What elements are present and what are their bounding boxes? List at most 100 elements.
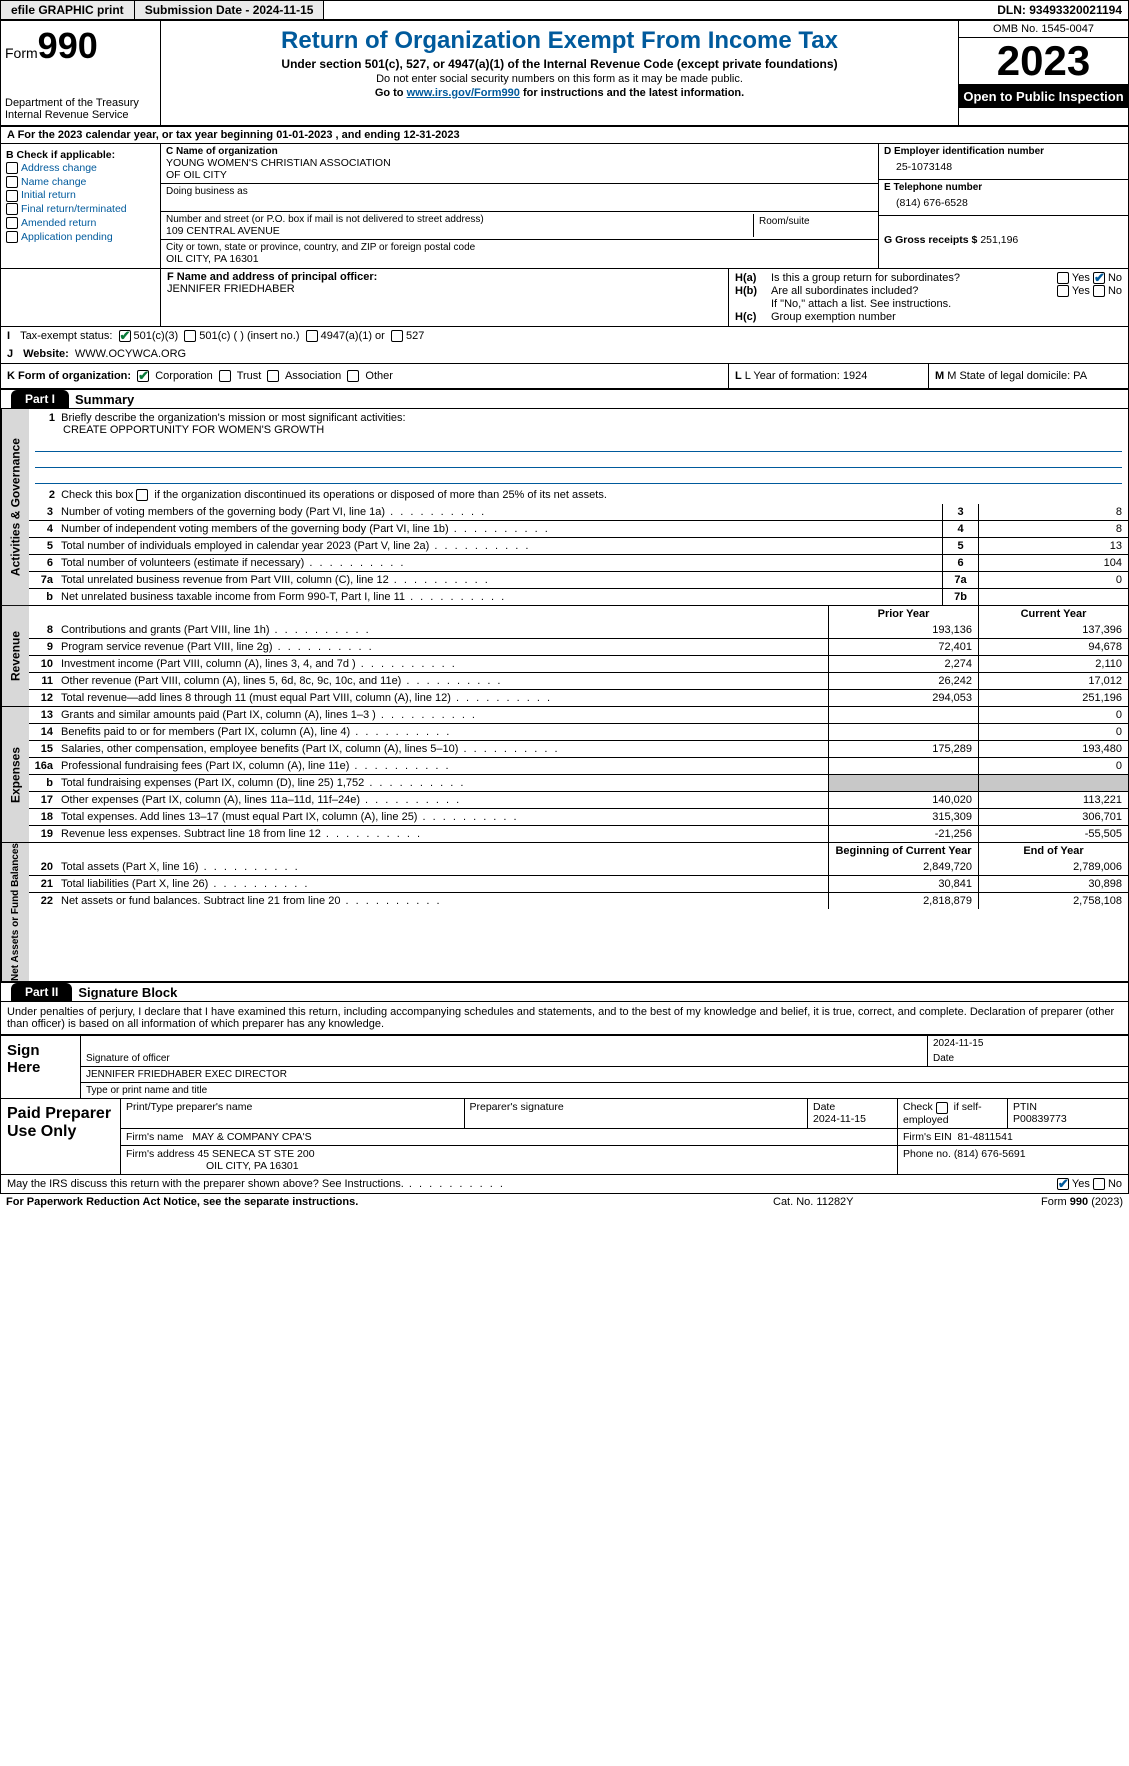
j-label: J xyxy=(7,348,13,360)
open-inspection: Open to Public Inspection xyxy=(959,84,1128,108)
line-num: 8 xyxy=(29,622,57,638)
ein-label: D Employer identification number xyxy=(884,146,1123,157)
ha-text: Is this a group return for subordinates? xyxy=(771,272,1057,284)
q1: Briefly describe the organization's miss… xyxy=(61,412,405,424)
org-name-1: YOUNG WOMEN'S CHRISTIAN ASSOCIATION xyxy=(166,157,873,169)
part2-title: Signature Block xyxy=(72,985,177,1000)
rev-line: 8 Contributions and grants (Part VIII, l… xyxy=(29,622,1128,638)
row-m: M M State of legal domicile: PA xyxy=(928,364,1128,388)
cb-assoc[interactable] xyxy=(267,370,279,382)
phone-label: E Telephone number xyxy=(884,182,1123,193)
form-number: Form990 xyxy=(5,25,156,67)
cb-address-change[interactable]: Address change xyxy=(6,162,155,174)
cb-4947[interactable] xyxy=(306,330,318,342)
line-val: 104 xyxy=(978,555,1128,571)
line-num: 17 xyxy=(29,792,57,808)
i-label: I xyxy=(7,330,10,342)
form-num: 990 xyxy=(38,25,98,66)
line-desc: Revenue less expenses. Subtract line 18 … xyxy=(57,826,828,842)
line-py: 294,053 xyxy=(828,690,978,706)
rev-line: 10 Investment income (Part VIII, column … xyxy=(29,655,1128,672)
cb-initial-return[interactable]: Initial return xyxy=(6,189,155,201)
q2: if the organization discontinued its ope… xyxy=(154,489,607,501)
line-num: 19 xyxy=(29,826,57,842)
website-label: Website: xyxy=(23,348,69,360)
line-num: b xyxy=(29,775,57,791)
form-header: Form990 Department of the Treasury Inter… xyxy=(0,21,1129,127)
line-desc: Other revenue (Part VIII, column (A), li… xyxy=(57,673,828,689)
gov-lines: 3 Number of voting members of the govern… xyxy=(29,504,1128,605)
cb-501c3[interactable] xyxy=(119,330,131,342)
line-py: 72,401 xyxy=(828,639,978,655)
line-py xyxy=(828,758,978,774)
line-box: 4 xyxy=(942,521,978,537)
mission-block: 1 Briefly describe the organization's mi… xyxy=(29,409,1128,484)
cb-self-employed[interactable] xyxy=(936,1102,948,1114)
discuss-yn[interactable]: Yes No xyxy=(1057,1178,1122,1190)
cb-corp[interactable] xyxy=(137,370,149,382)
sig-type-row: Type or print name and title xyxy=(81,1083,1128,1098)
irs-link[interactable]: www.irs.gov/Form990 xyxy=(407,87,520,99)
gross-value: 251,196 xyxy=(980,234,1018,246)
line-cy: 2,758,108 xyxy=(978,893,1128,909)
line-desc: Professional fundraising fees (Part IX, … xyxy=(57,758,828,774)
line-num: b xyxy=(29,589,57,605)
line-desc: Benefits paid to or for members (Part IX… xyxy=(57,724,828,740)
line-num: 6 xyxy=(29,555,57,571)
net-header-desc xyxy=(57,843,828,859)
exp-line: 15 Salaries, other compensation, employe… xyxy=(29,740,1128,757)
ha-yn[interactable]: Yes No xyxy=(1057,272,1122,284)
rev-header-desc xyxy=(57,606,828,622)
vtab-revenue: Revenue xyxy=(1,606,29,706)
efile-button[interactable]: efile GRAPHIC print xyxy=(1,1,135,19)
line-val: 8 xyxy=(978,504,1128,520)
part2-header: Part II Signature Block xyxy=(0,983,1129,1002)
goto-post: for instructions and the latest informat… xyxy=(520,87,744,99)
phone-cell: E Telephone number (814) 676-6528 xyxy=(879,180,1128,216)
cb-other[interactable] xyxy=(347,370,359,382)
gross-receipts-cell: G Gross receipts $ 251,196 xyxy=(879,216,1128,248)
opt-trust: Trust xyxy=(237,370,262,382)
gov-line: 6 Total number of volunteers (estimate i… xyxy=(29,554,1128,571)
prep-label: Paid Preparer Use Only xyxy=(1,1099,121,1173)
org-name-2: OF OIL CITY xyxy=(166,169,873,181)
cb-501c[interactable] xyxy=(184,330,196,342)
cb-discontinued[interactable] xyxy=(136,489,148,501)
sign-label: Sign Here xyxy=(1,1036,81,1098)
form-prefix: Form xyxy=(5,45,38,61)
cb-final-return[interactable]: Final return/terminated xyxy=(6,203,155,215)
line-cy: 2,110 xyxy=(978,656,1128,672)
net-line: 20 Total assets (Part X, line 16) 2,849,… xyxy=(29,859,1128,875)
sig-officer-label: Signature of officer xyxy=(81,1051,928,1066)
sig-name-row: JENNIFER FRIEDHABER EXEC DIRECTOR xyxy=(81,1067,1128,1083)
hb-tag: H(b) xyxy=(735,285,771,297)
cb-trust[interactable] xyxy=(219,370,231,382)
row-i: I Tax-exempt status: 501(c)(3) 501(c) ( … xyxy=(0,327,1129,345)
cb-527[interactable] xyxy=(391,330,403,342)
sign-body: 2024-11-15 Signature of officer Date JEN… xyxy=(81,1036,1128,1098)
line-py: 30,841 xyxy=(828,876,978,892)
uline xyxy=(35,470,1122,484)
address-cell: Number and street (or P.O. box if mail i… xyxy=(161,212,878,240)
net-line: 22 Net assets or fund balances. Subtract… xyxy=(29,892,1128,909)
cb-name-change[interactable]: Name change xyxy=(6,176,155,188)
line-desc: Number of independent voting members of … xyxy=(57,521,942,537)
line-py: 140,020 xyxy=(828,792,978,808)
line-num: 13 xyxy=(29,707,57,723)
line-py: 2,274 xyxy=(828,656,978,672)
principal-officer: F Name and address of principal officer:… xyxy=(161,269,728,326)
col-c: C Name of organization YOUNG WOMEN'S CHR… xyxy=(161,144,878,268)
line-py: -21,256 xyxy=(828,826,978,842)
hb-note: If "No," attach a list. See instructions… xyxy=(735,298,1122,310)
gross-label: G Gross receipts $ xyxy=(884,234,977,246)
rev-line: 9 Program service revenue (Part VIII, li… xyxy=(29,638,1128,655)
city-cell: City or town, state or province, country… xyxy=(161,240,878,268)
firm-ein: Firm's EIN 81-4811541 xyxy=(898,1129,1128,1145)
cb-application-pending[interactable]: Application pending xyxy=(6,231,155,243)
hb-yn[interactable]: Yes No xyxy=(1057,285,1122,297)
line-box: 5 xyxy=(942,538,978,554)
line-cy: 30,898 xyxy=(978,876,1128,892)
h-c: H(c) Group exemption number xyxy=(735,311,1122,323)
q2-block: 2 Check this box if the organization dis… xyxy=(29,486,1128,504)
cb-amended-return[interactable]: Amended return xyxy=(6,217,155,229)
